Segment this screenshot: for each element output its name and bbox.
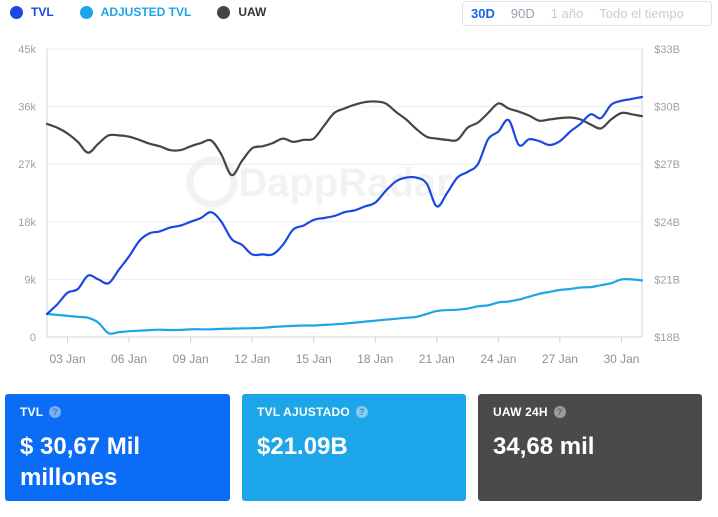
legend-item-uaw[interactable]: UAW bbox=[217, 5, 266, 19]
uaw-24h-card-value: 34,68 mil bbox=[493, 433, 595, 460]
x-tick-label: 21 Jan bbox=[419, 352, 455, 366]
legend-label: TVL bbox=[31, 5, 54, 19]
tvl-card: TVL ? $ 30,67 Mil millones bbox=[5, 394, 230, 501]
y-right-tick-label: $27B bbox=[654, 159, 680, 171]
series-line-adjusted-tvl bbox=[45, 277, 644, 335]
uaw-24h-card: UAW 24H ? 34,68 mil bbox=[478, 394, 702, 501]
help-icon[interactable]: ? bbox=[553, 406, 566, 418]
x-tick-label: 30 Jan bbox=[603, 352, 639, 366]
x-tick-label: 06 Jan bbox=[111, 352, 147, 366]
legend-dot-icon bbox=[10, 5, 23, 19]
time-range-selector: 30D 90D 1 año Todo el tiempo bbox=[462, 1, 712, 26]
y-left-tick-label: 0 bbox=[30, 332, 36, 344]
legend-dot-icon bbox=[79, 5, 93, 19]
y-left-tick-label: 18k bbox=[18, 217, 36, 229]
y-right-tick-label: $21B bbox=[654, 274, 680, 286]
x-tick-label: 18 Jan bbox=[357, 352, 393, 366]
y-left-tick-label: 45k bbox=[18, 44, 36, 56]
y-right-tick-label: $18B bbox=[654, 332, 680, 344]
legend-dot-icon bbox=[217, 5, 231, 19]
adjusted-tvl-card-value: $21.09B bbox=[257, 433, 348, 460]
chart-legend: TVL ADJUSTED TVL UAW bbox=[10, 5, 292, 19]
tvl-uaw-chart: DappRadar 0 $18B 9k $21B 18k $24B 27k $27B 36k $30… bbox=[18, 44, 680, 366]
range-button-3[interactable]: Todo el tiempo bbox=[599, 6, 684, 21]
help-icon[interactable]: ? bbox=[355, 406, 368, 418]
adjusted-tvl-card-label: TVL AJUSTADO bbox=[257, 405, 350, 419]
range-button-2[interactable]: 1 año bbox=[550, 6, 584, 21]
x-tick-label: 03 Jan bbox=[50, 352, 86, 366]
y-left-tick-label: 36k bbox=[18, 102, 36, 114]
tvl-card-label: TVL bbox=[20, 405, 44, 419]
range-button-1[interactable]: 90D bbox=[510, 6, 535, 21]
legend-item-tvl[interactable]: TVL bbox=[10, 5, 54, 19]
y-left-tick-label: 27k bbox=[18, 159, 36, 171]
legend-item-adjusted-tvl[interactable]: ADJUSTED TVL bbox=[79, 5, 192, 19]
y-right-tick-label: $24B bbox=[654, 217, 680, 229]
x-tick-label: 12 Jan bbox=[234, 352, 270, 366]
tvl-card-title: TVL ? bbox=[20, 405, 215, 419]
x-tick-label: 24 Jan bbox=[480, 352, 516, 366]
adjusted-tvl-card-title: TVL AJUSTADO ? bbox=[257, 405, 451, 419]
uaw-24h-card-title: UAW 24H ? bbox=[493, 405, 687, 419]
watermark-text: DappRadar bbox=[238, 161, 451, 205]
tvl-card-value: $ 30,67 Mil millones bbox=[20, 433, 141, 491]
series-line-tvl bbox=[45, 95, 644, 316]
watermark-logo-icon bbox=[186, 156, 238, 208]
uaw-24h-card-label: UAW 24H bbox=[493, 405, 548, 419]
legend-label: UAW bbox=[238, 5, 267, 19]
x-tick-label: 27 Jan bbox=[542, 352, 578, 366]
y-right-tick-label: $30B bbox=[654, 102, 680, 114]
y-left-tick-label: 9k bbox=[24, 274, 36, 286]
series-line-uaw bbox=[45, 100, 644, 177]
x-tick-label: 09 Jan bbox=[173, 352, 209, 366]
x-tick-label: 15 Jan bbox=[296, 352, 332, 366]
y-right-tick-label: $33B bbox=[654, 44, 680, 56]
adjusted-tvl-card: TVL AJUSTADO ? $21.09B bbox=[242, 394, 466, 501]
range-button-0[interactable]: 30D bbox=[471, 6, 495, 21]
legend-label: ADJUSTED TVL bbox=[100, 5, 192, 19]
help-icon[interactable]: ? bbox=[49, 406, 62, 418]
